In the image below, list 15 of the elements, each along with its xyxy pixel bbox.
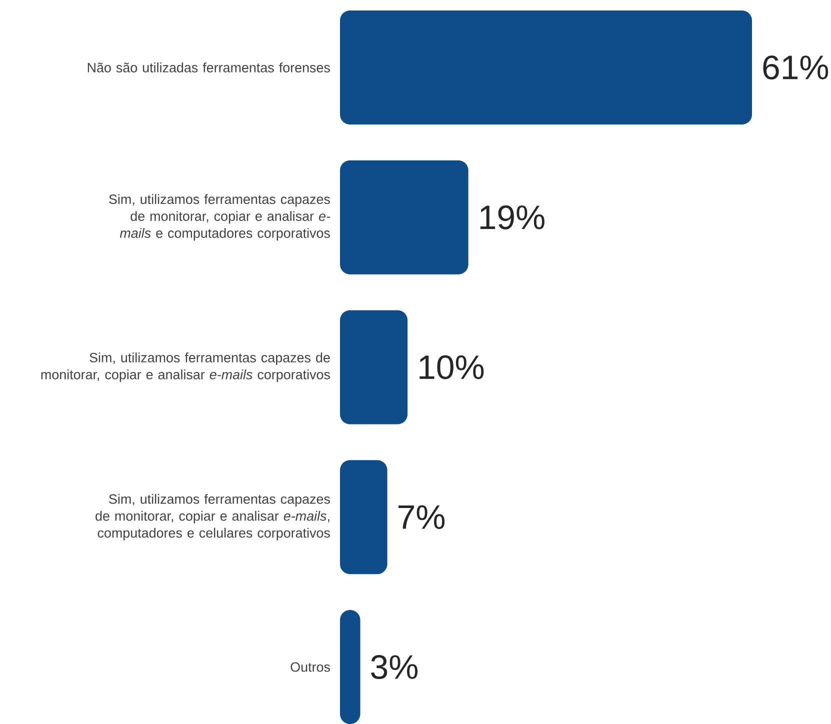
data-label: 10% <box>420 355 484 380</box>
bar <box>340 10 752 124</box>
y-tick-label: Sim, utilizamos ferramentas capazes de monitorar, copiar e analisar e-mails, computadores e celulares corporativos <box>96 494 330 540</box>
bar <box>340 160 468 274</box>
data-label: 3% <box>371 655 418 680</box>
bar <box>340 310 408 424</box>
bar <box>340 460 388 574</box>
data-label: 7% <box>398 505 445 530</box>
data-label: 19% <box>480 205 544 230</box>
y-tick-label: Não são utilizadas ferramentas forenses <box>88 62 330 72</box>
y-tick-label: Outros <box>290 662 330 672</box>
data-label: 61% <box>763 55 828 80</box>
category-label: Sim, utilizamos ferramentas capazes de monitorar, copiar e analisar e-mails e computadores corporativos <box>109 194 330 241</box>
y-tick-label: Sim, utilizamos ferramentas capazes de monitorar, copiar e analisar e-mails corporativos <box>41 352 330 382</box>
bar <box>340 610 360 724</box>
